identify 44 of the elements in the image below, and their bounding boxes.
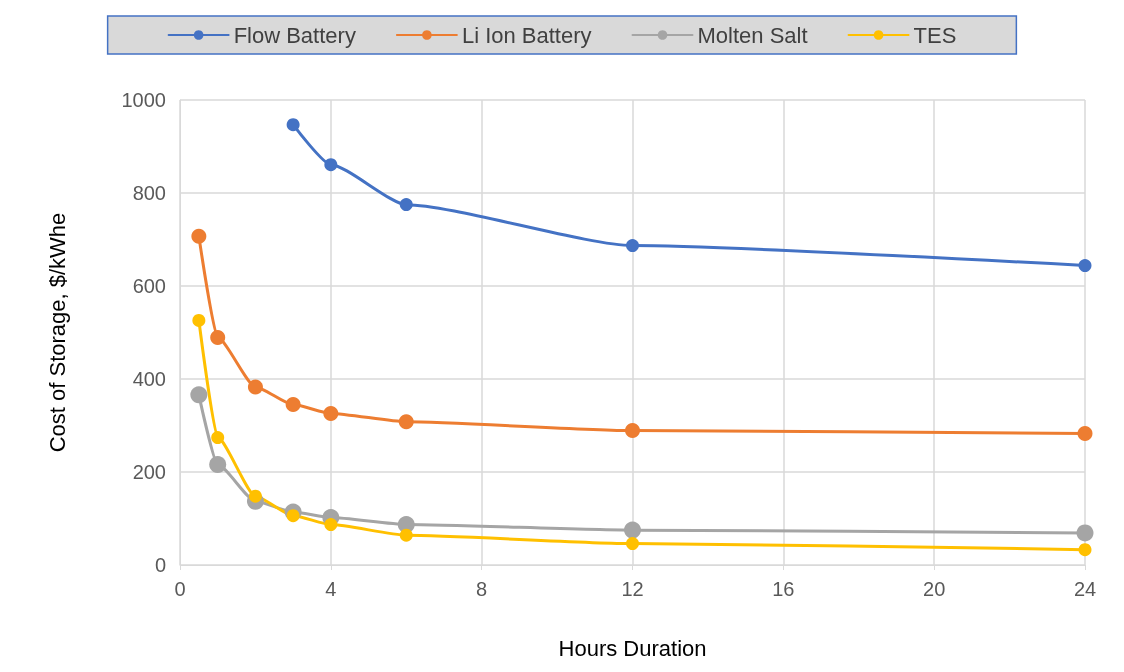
point [1078,259,1092,273]
point [211,431,225,445]
legend-label: TES [913,22,957,48]
x-tick-label: 0 [174,578,186,600]
point [1076,524,1094,542]
point [324,158,338,172]
point [192,313,206,327]
point [324,518,338,532]
point [399,198,413,212]
point [248,489,262,503]
point [286,118,300,132]
x-tick-label: 4 [325,578,337,600]
point [626,239,639,253]
y-axis-title: Cost of Storage, $/kWhe [44,212,70,453]
point [399,528,413,542]
legend-label: Molten Salt [697,22,808,48]
point [624,521,641,539]
point [398,414,414,430]
x-tick-label: 8 [476,578,488,600]
legend-label: Flow Battery [233,22,356,48]
x-tick-label: 16 [772,578,795,600]
point [626,537,639,551]
point [190,386,208,404]
y-tick-label: 400 [132,368,166,390]
x-axis-title: Hours Duration [558,635,707,661]
point [191,228,207,244]
y-tick-label: 800 [132,182,166,204]
y-tick-label: 1000 [121,89,166,111]
x-tick-label: 12 [621,578,644,600]
point [286,509,300,523]
y-tick-label: 0 [154,554,166,576]
point [210,330,226,346]
point [209,456,227,474]
point [1078,543,1092,557]
y-tick-label: 200 [132,461,166,483]
x-tick-label: 24 [1073,578,1097,600]
point [323,405,339,421]
y-tick-label: 600 [132,275,166,297]
x-tick-label: 20 [923,578,946,600]
point [285,397,301,413]
point [625,423,640,439]
point [247,379,263,395]
legend-label: Li Ion Battery [461,22,592,48]
point [1077,425,1093,441]
